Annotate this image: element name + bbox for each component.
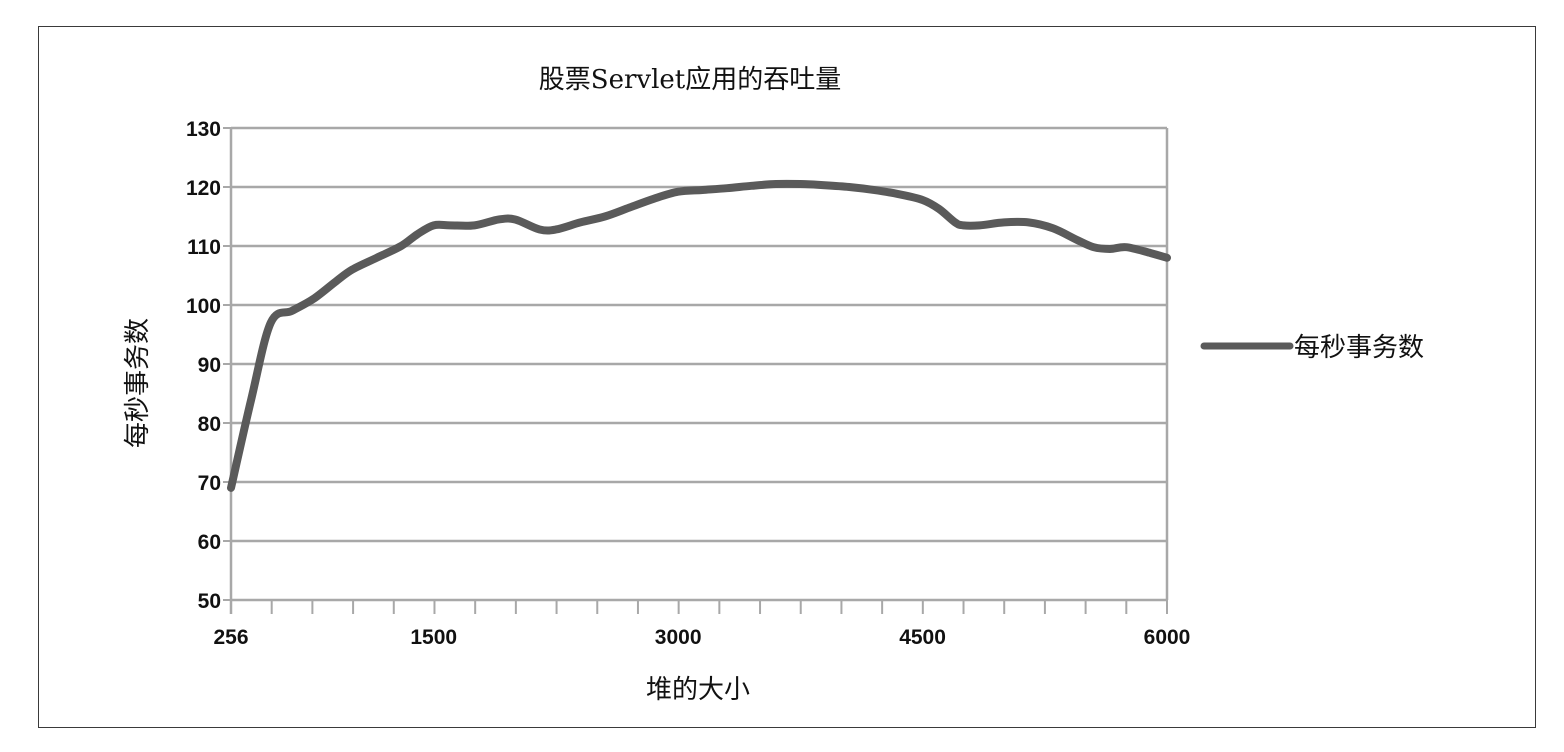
x-tick-label: 256 [213, 626, 248, 649]
y-tick-label: 90 [198, 354, 221, 377]
x-tick-label: 6000 [1144, 626, 1191, 649]
x-tick-label: 4500 [899, 626, 946, 649]
x-axis-ticks: 256 1500 3000 4500 6000 [213, 600, 1190, 649]
y-tick-label: 110 [187, 236, 221, 259]
x-axis-label: 堆的大小 [646, 675, 750, 705]
chart-title: 股票Servlet应用的吞吐量 [539, 65, 841, 95]
y-tick-label: 70 [198, 472, 221, 495]
y-tick-label: 130 [186, 118, 221, 141]
y-tick-label: 50 [198, 590, 221, 613]
legend: 每秒事务数 [1200, 333, 1424, 363]
chart-frame [38, 26, 1536, 728]
series-line [227, 179, 1171, 492]
y-tick-label: 60 [198, 531, 221, 554]
y-axis-label: 每秒事务数 [123, 318, 153, 448]
y-tick-label: 120 [186, 177, 221, 200]
series-group [227, 179, 1171, 492]
y-tick-label: 100 [186, 295, 221, 318]
y-axis-ticks: 50 60 70 80 90 100 110 120 130 [186, 118, 231, 613]
x-tick-label: 3000 [655, 626, 702, 649]
y-tick-label: 80 [198, 413, 221, 436]
x-tick-label: 1500 [410, 626, 457, 649]
legend-label: 每秒事务数 [1294, 333, 1424, 363]
grid [231, 126, 1169, 600]
